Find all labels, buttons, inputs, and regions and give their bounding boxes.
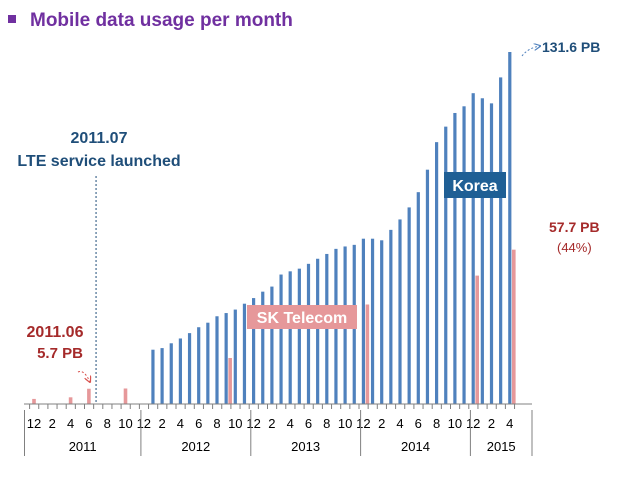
korea-bar (187, 333, 192, 404)
korea-bar (462, 106, 466, 405)
korea-bar (389, 229, 393, 404)
skt-label-box (247, 305, 357, 329)
korea-bar (169, 343, 173, 404)
start-arrow (77, 371, 90, 382)
korea-bar (233, 309, 237, 404)
year-label: 2011 (69, 439, 97, 454)
korea-bar (252, 298, 256, 404)
title-bullet-icon (8, 15, 16, 23)
month-tick-label: 2 (488, 416, 495, 431)
month-tick-label: 4 (506, 416, 513, 431)
month-tick-label: 10 (338, 416, 352, 431)
skt-bar (475, 275, 479, 404)
skt-end-share: (44%) (557, 240, 592, 255)
skt-bar (365, 304, 370, 404)
skt-bar (32, 398, 36, 404)
korea-bar (306, 263, 311, 404)
month-tick-label: 6 (195, 416, 202, 431)
skt-bar (68, 397, 73, 404)
month-tick-label: 8 (213, 416, 220, 431)
korea-bar (435, 142, 439, 404)
korea-bar (178, 338, 182, 404)
korea-bar (453, 112, 457, 404)
skt-bar (228, 357, 232, 404)
year-label: 2014 (401, 439, 430, 454)
chart-title: Mobile data usage per month (8, 10, 293, 32)
korea-bar (425, 169, 430, 404)
korea-bar (206, 322, 210, 404)
month-tick-label: 6 (305, 416, 312, 431)
korea-bar (407, 207, 411, 404)
korea-bar (361, 238, 365, 404)
skt-label: SK Telecom (257, 310, 347, 327)
month-tick-label: 4 (396, 416, 403, 431)
korea-bar (489, 103, 494, 405)
month-tick-label: 8 (433, 416, 440, 431)
month-tick-label: 6 (85, 416, 92, 431)
korea-bar (270, 286, 274, 404)
korea-bar (297, 268, 301, 404)
korea-bar (261, 291, 265, 404)
skt-end-value: 57.7 PB (549, 219, 600, 235)
month-tick-label: 12 (466, 416, 480, 431)
month-tick-label: 2 (158, 416, 165, 431)
month-tick-label: 12 (27, 416, 41, 431)
chart-title-text: Mobile data usage per month (30, 10, 293, 31)
month-tick-label: 12 (356, 416, 370, 431)
month-tick-label: 8 (104, 416, 111, 431)
korea-bar (416, 192, 420, 404)
month-tick-label: 4 (177, 416, 184, 431)
korea-bar (444, 126, 448, 404)
year-label: 2013 (291, 439, 320, 454)
korea-bar (480, 98, 484, 405)
month-tick-label: 4 (67, 416, 74, 431)
month-tick-label: 8 (323, 416, 330, 431)
year-label: 2015 (487, 439, 516, 454)
year-label: 2012 (181, 439, 210, 454)
korea-bar (160, 348, 164, 404)
korea-bar (288, 271, 292, 404)
month-tick-label: 10 (118, 416, 132, 431)
month-tick-label: 4 (287, 416, 294, 431)
lte-launch-text: LTE service launched (17, 153, 180, 170)
start-date-label: 2011.06 (27, 324, 84, 341)
korea-bar (224, 313, 228, 404)
korea-bar (370, 238, 375, 404)
korea-end-value: 131.6 PB (542, 39, 600, 55)
skt-bar (87, 388, 91, 404)
korea-bar (398, 219, 402, 404)
korea-bar (279, 274, 283, 404)
korea-label-box (444, 172, 506, 198)
month-tick-label: 12 (137, 416, 151, 431)
month-tick-label: 10 (228, 416, 242, 431)
lte-launch-date: 2011.07 (71, 130, 128, 147)
skt-bar (512, 249, 516, 404)
korea-bar (242, 303, 247, 404)
korea-bar (151, 349, 155, 404)
month-tick-label: 10 (448, 416, 462, 431)
month-tick-label: 6 (415, 416, 422, 431)
start-value-label: 5.7 PB (37, 345, 83, 362)
korea-bar (499, 77, 503, 404)
skt-bar (123, 388, 128, 404)
korea-bar (471, 93, 475, 404)
korea-label: Korea (452, 178, 497, 195)
month-tick-label: 12 (246, 416, 260, 431)
month-tick-label: 2 (268, 416, 275, 431)
korea-end-arrow (521, 46, 540, 57)
korea-bar (380, 240, 384, 404)
korea-bar (508, 52, 512, 404)
korea-bar (197, 327, 201, 404)
month-tick-label: 2 (49, 416, 56, 431)
korea-bar (215, 316, 219, 404)
month-tick-label: 2 (378, 416, 385, 431)
korea-bar (316, 258, 320, 404)
